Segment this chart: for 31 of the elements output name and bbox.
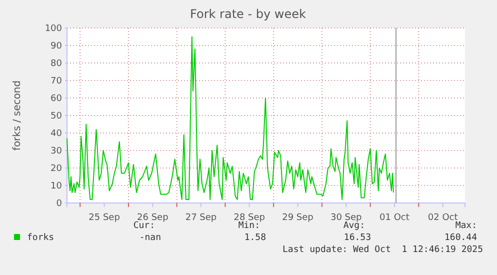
y-tick-label: 0 [56,198,62,209]
y-tick-label: 80 [50,58,62,69]
x-tick-label: 02 Oct [428,212,458,223]
y-tick-label: 10 [50,181,62,192]
text: Cur: [133,221,155,231]
y-tick-label: 70 [50,76,62,86]
text: -nan [139,233,161,243]
y-axis-title: forks / second [12,80,23,151]
text: Last update: Wed Oct 1 12:46:19 2025 [282,245,483,255]
y-tick-label: 50 [50,111,62,122]
y-tick-label: 20 [50,164,62,174]
text: Max: [455,221,477,231]
text: 16.53 [344,233,371,243]
text: 1.58 [244,233,266,243]
legend-label: forks [27,233,54,243]
y-tick-label: 90 [50,41,62,52]
x-tick-label: 01 Oct [380,212,410,223]
x-tick-label: 27 Sep [185,212,217,223]
y-tick-label: 100 [44,24,62,34]
x-tick-label: 25 Sep [88,212,120,223]
x-tick-label: 26 Sep [137,212,169,223]
y-tick-label: 30 [50,146,62,156]
text: Avg: [343,221,365,231]
chart-title: Fork rate - by week [190,7,306,21]
y-tick-label: 60 [50,94,62,104]
x-tick-label: 29 Sep [282,212,314,223]
line-series [66,36,394,200]
text: Min: [238,221,260,231]
text: 160.44 [444,233,477,243]
y-tick-label: 40 [50,128,62,139]
x-tick-label: 30 Sep [330,212,362,223]
